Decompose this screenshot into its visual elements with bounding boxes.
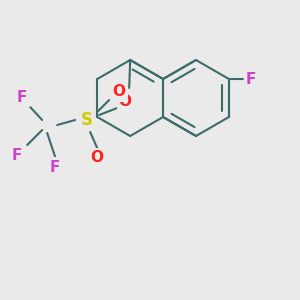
Text: S: S — [81, 111, 93, 129]
Text: F: F — [50, 160, 60, 175]
Text: F: F — [246, 71, 256, 86]
Text: F: F — [17, 89, 27, 104]
Text: O: O — [113, 85, 126, 100]
Text: F: F — [12, 148, 22, 163]
Text: O: O — [91, 151, 104, 166]
Text: O: O — [119, 94, 132, 110]
